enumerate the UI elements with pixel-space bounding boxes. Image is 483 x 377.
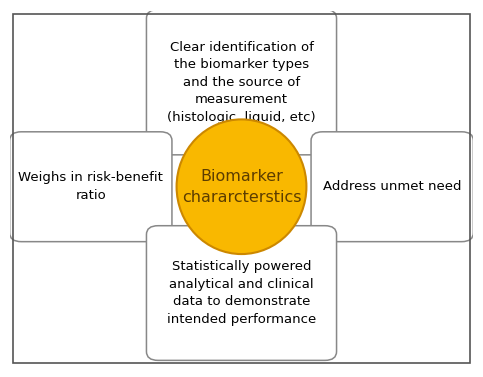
FancyBboxPatch shape: [146, 9, 337, 155]
Text: Address unmet need: Address unmet need: [323, 180, 461, 193]
Text: Clear identification of
the biomarker types
and the source of
measurement
(histo: Clear identification of the biomarker ty…: [167, 41, 316, 124]
Ellipse shape: [177, 120, 306, 254]
FancyBboxPatch shape: [146, 226, 337, 360]
Text: Weighs in risk-benefit
ratio: Weighs in risk-benefit ratio: [18, 172, 163, 202]
Text: Statistically powered
analytical and clinical
data to demonstrate
intended perfo: Statistically powered analytical and cli…: [167, 260, 316, 326]
FancyBboxPatch shape: [10, 132, 172, 242]
FancyBboxPatch shape: [311, 132, 473, 242]
Text: Biomarker
chararcterstics: Biomarker chararcterstics: [182, 169, 301, 205]
